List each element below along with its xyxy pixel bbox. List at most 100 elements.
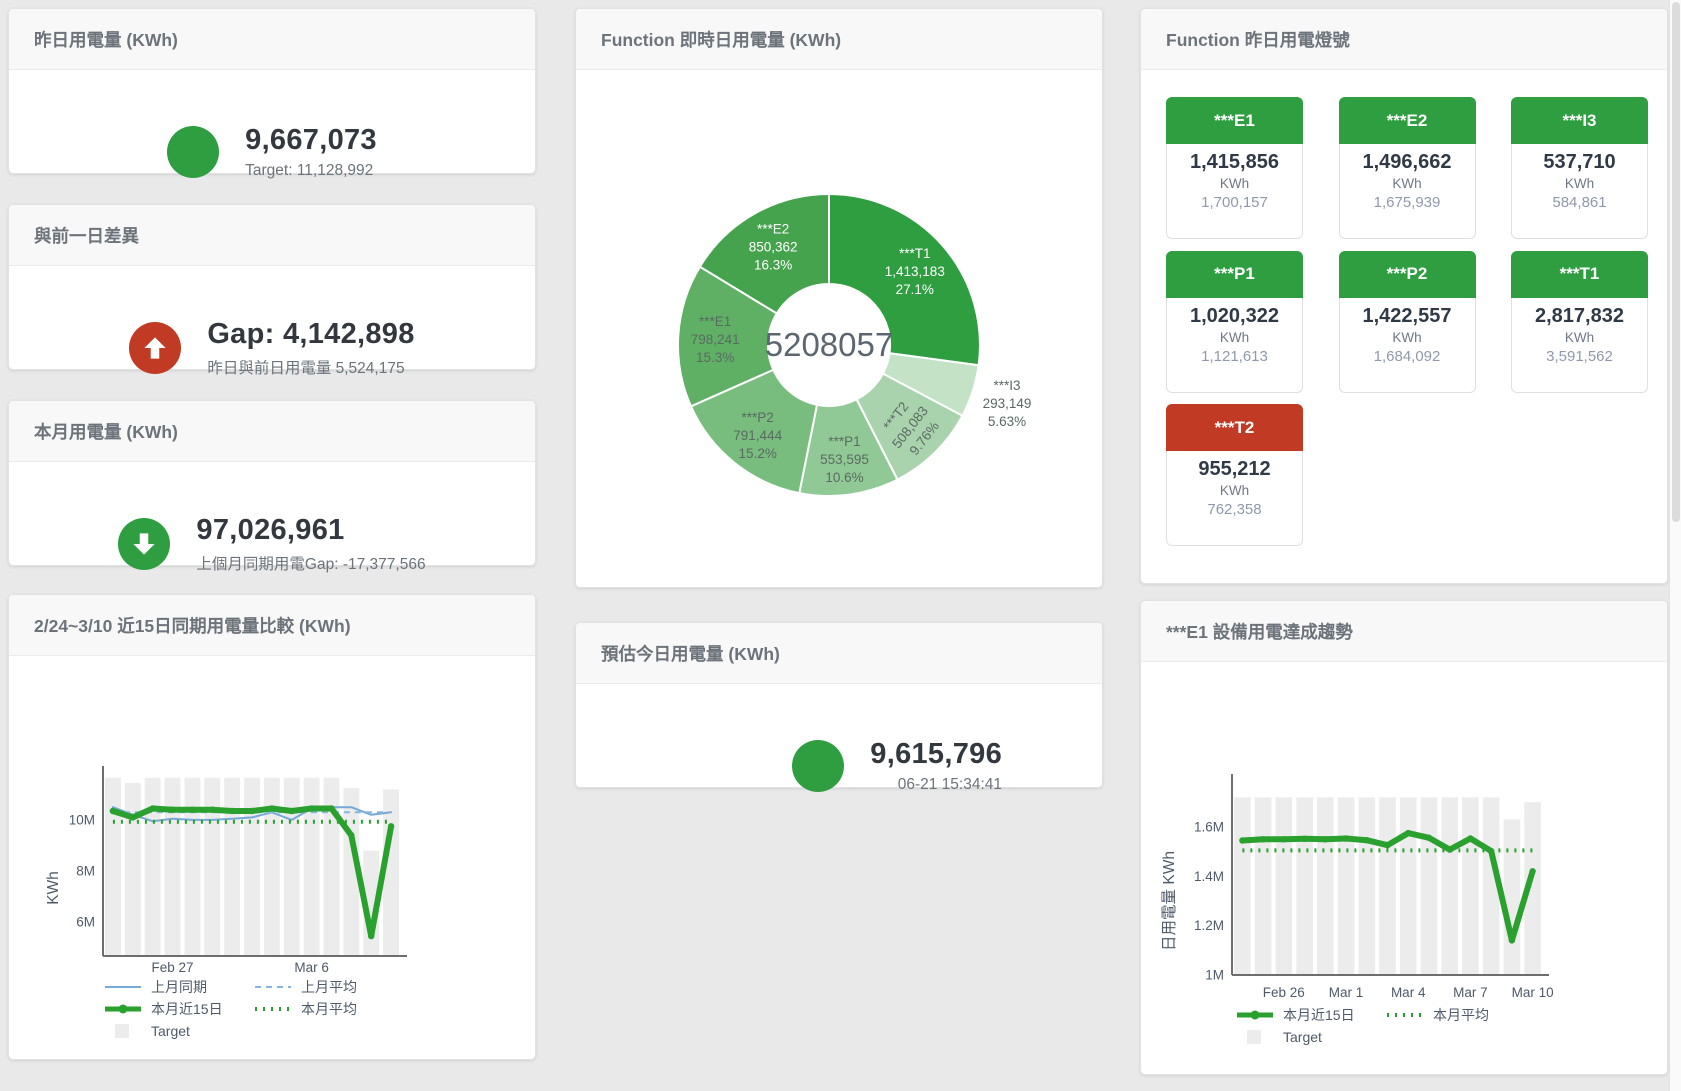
legend-label[interactable]: 本月近15日	[151, 1001, 223, 1017]
status-tile-P2[interactable]: ***P2 1,422,557 KWh 1,684,092	[1338, 250, 1476, 393]
green-status-circle-icon	[792, 740, 845, 792]
card-header: ***E1 設備用電達成趨勢	[1141, 601, 1667, 662]
card-function-lights: Function 昨日用電燈號 ***E1 1,415,856 KWh 1,700,1…	[1140, 8, 1668, 584]
status-tile-I3[interactable]: ***I3 537,710 KWh 584,861	[1511, 97, 1648, 239]
target-bar	[1296, 797, 1313, 975]
kpi-subtitle: 上個月同期用電Gap: -17,377,566	[196, 556, 426, 573]
tile-value: 1,415,856	[1190, 151, 1279, 173]
target-bar	[1234, 797, 1251, 975]
tile-label: ***E1	[1166, 97, 1303, 144]
kpi-subtitle: 06-21 15:34:41	[897, 776, 1002, 793]
status-tile-T2[interactable]: ***T2 955,212 KWh 762,358	[1166, 404, 1303, 546]
donut-slice-E1[interactable]	[677, 265, 779, 408]
status-tile-T1[interactable]: ***T1 2,817,832 KWh 3,591,562	[1511, 250, 1648, 393]
target-bar	[323, 777, 340, 956]
legend-label[interactable]: 本月平均	[1433, 1007, 1489, 1023]
series-marker	[288, 807, 295, 815]
donut-slice-P2[interactable]	[689, 368, 819, 495]
kpi-value: 9,667,073	[245, 124, 377, 156]
target-bar	[1337, 797, 1355, 975]
donut-slice-label: ***P2 791,444 15.2%	[733, 410, 782, 461]
target-bar	[303, 777, 320, 956]
status-tile-E1[interactable]: ***E1 1,415,856 KWh 1,700,157	[1166, 97, 1303, 239]
x-tick-label: Feb 26	[1263, 985, 1305, 1000]
kpi-subtitle: Target: 11,128,992	[245, 162, 374, 179]
target-bar	[224, 777, 241, 956]
series-marker	[1425, 834, 1433, 841]
card-header: 本月用電量 (KWh)	[9, 401, 535, 462]
series-marker	[149, 805, 156, 812]
tile-unit: KWh	[1219, 483, 1250, 498]
target-bar	[144, 777, 161, 956]
donut-slice-T1[interactable]	[828, 192, 981, 367]
tile-body: 537,710 KWh 584,861	[1511, 144, 1648, 239]
tile-target-value: 762,358	[1207, 501, 1262, 518]
legend-label[interactable]: Target	[151, 1023, 190, 1039]
card-header: 2/24~3/10 近15日同期用電量比較 (KWh)	[9, 595, 535, 656]
legend-target-swatch	[115, 1024, 129, 1038]
y-tick-label: 10M	[69, 812, 95, 827]
tile-body: 1,020,322 KWh 1,121,613	[1166, 297, 1303, 393]
y-tick-label: 1.4M	[1194, 869, 1224, 884]
tile-unit: KWh	[1392, 176, 1422, 191]
card-title: 預估今日用電量 (KWh)	[601, 643, 780, 664]
legend-label[interactable]: 上月同期	[151, 979, 207, 995]
target-bar	[1441, 797, 1458, 975]
x-tick-label: Mar 1	[1329, 985, 1364, 1000]
card-title: 昨日用電量 (KWh)	[34, 29, 178, 50]
card-header: Function 即時日用電量 (KWh)	[576, 9, 1102, 70]
target-bar	[1524, 802, 1541, 975]
card-title: Function 昨日用電燈號	[1166, 29, 1350, 50]
scrollbar-thumb[interactable]	[1672, 2, 1680, 522]
series-marker	[209, 806, 216, 813]
legend-label[interactable]: 本月近15日	[1283, 1007, 1355, 1023]
series-marker	[1239, 837, 1246, 844]
target-bar	[383, 789, 399, 956]
target-bar	[1317, 797, 1334, 975]
status-tile-E2[interactable]: ***E2 1,496,662 KWh 1,675,939	[1338, 97, 1476, 239]
tile-body: 955,212 KWh 762,358	[1166, 451, 1303, 546]
tile-body: 2,817,832 KWh 3,591,562	[1511, 297, 1648, 393]
target-bar	[1275, 797, 1293, 975]
e1-trend-line-chart: 1M 1.2M 1.4M 1.6M Feb 26 Mar 1 Mar 4 Mar 7 Mar 1…	[1161, 774, 1554, 1045]
donut-center-value: 5208057	[765, 326, 893, 363]
donut-slice-E2[interactable]	[698, 192, 830, 315]
card-title: ***E1 設備用電達成趨勢	[1166, 621, 1353, 642]
tile-unit: KWh	[1219, 176, 1250, 191]
series-marker	[1280, 836, 1287, 843]
x-tick-label: Mar 10	[1512, 985, 1554, 1000]
card-month-usage: 本月用電量 (KWh) 97,026,961 上個月同期用電Gap: -17,3…	[8, 400, 536, 573]
status-tile-P1[interactable]: ***P1 1,020,322 KWh 1,121,613	[1166, 250, 1303, 393]
target-bar	[1254, 797, 1272, 975]
tile-body: 1,422,557 KWh 1,684,092	[1338, 297, 1476, 393]
target-bar	[204, 777, 221, 956]
series-marker	[109, 807, 117, 815]
kpi-body: 9,667,073 Target: 11,128,992	[9, 70, 535, 234]
legend-label[interactable]: 上月平均	[301, 979, 357, 995]
card-title: 本月用電量 (KWh)	[34, 421, 178, 442]
card-header: 預估今日用電量 (KWh)	[576, 623, 1102, 684]
tile-target-value: 3,591,562	[1546, 347, 1613, 365]
tile-target-value: 1,675,939	[1373, 194, 1441, 211]
x-tick-label: Mar 7	[1453, 985, 1488, 1000]
target-bar	[184, 777, 201, 956]
series-marker	[268, 805, 276, 812]
legend-label[interactable]: 本月平均	[301, 1001, 357, 1017]
x-tick-label: Feb 27	[151, 960, 193, 975]
kpi-value: 97,026,961	[196, 514, 345, 546]
card-header: Function 昨日用電燈號	[1141, 9, 1667, 70]
target-bar	[283, 777, 300, 956]
target-bar	[1462, 797, 1479, 975]
tiles-grid: ***E1 1,415,856 KWh 1,700,157 ***E2 1,496,662…	[1141, 70, 1667, 583]
y-axis-label: KWh	[45, 871, 62, 905]
tile-target-value: 1,684,092	[1373, 347, 1441, 365]
donut-slice-label: ***T1 1,413,183 27.1%	[885, 246, 945, 297]
legend-label[interactable]: Target	[1283, 1029, 1322, 1045]
tile-unit: KWh	[1564, 329, 1595, 345]
kpi-body: Gap: 4,142,898 昨日與前日用電量 5,524,175	[9, 266, 535, 430]
y-tick-label: 1.6M	[1194, 819, 1224, 834]
target-bar	[244, 777, 260, 956]
y-tick-label: 8M	[76, 864, 95, 879]
scrollbar[interactable]	[1669, 0, 1681, 1091]
